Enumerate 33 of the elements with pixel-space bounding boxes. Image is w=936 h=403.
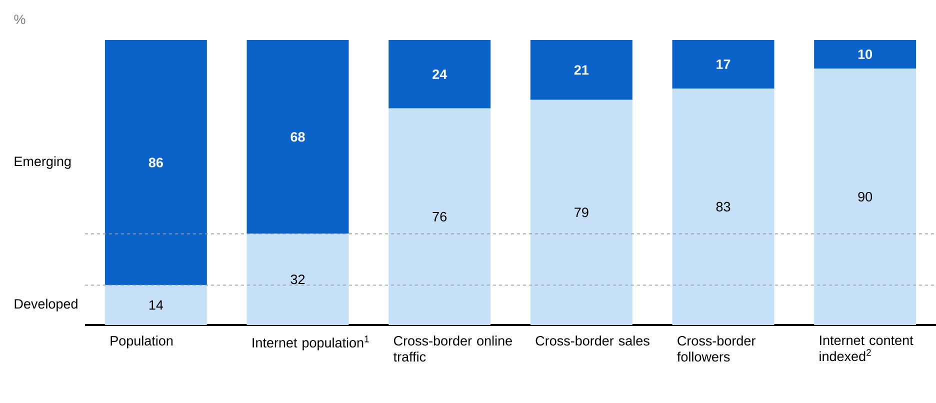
x-tick-label: Cross-border followers	[677, 336, 756, 362]
data-label: 86	[148, 158, 163, 168]
bar	[672, 40, 774, 88]
text: Developed	[14, 298, 78, 312]
data-label: 14	[149, 300, 164, 310]
x-tick-label: Cross-border online traffic	[393, 336, 512, 362]
bar	[104, 40, 207, 286]
bar	[104, 285, 207, 325]
x-tick-label: Internet content indexed$^{2}$	[820, 336, 914, 362]
data-label: 83	[716, 202, 730, 212]
x-tick-label: Population	[110, 336, 173, 348]
data-label: 21	[574, 65, 589, 75]
data-label: 32	[290, 274, 305, 284]
bar	[388, 108, 491, 325]
bar	[388, 40, 491, 108]
data-label: 24	[432, 69, 448, 79]
data-label: 76	[432, 212, 446, 222]
bar	[814, 68, 916, 325]
bar	[530, 40, 632, 100]
bar	[672, 88, 774, 325]
data-label: 10	[858, 49, 872, 60]
data-label: 79	[574, 208, 588, 218]
bar	[814, 40, 916, 68]
bar	[246, 234, 349, 325]
y-axis-title: %	[14, 14, 26, 24]
data-label: 68	[290, 132, 305, 142]
bar	[246, 40, 349, 234]
data-label: 90	[858, 192, 872, 202]
x-tick-label: Cross-border sales	[536, 336, 650, 346]
text: Emerging	[14, 156, 71, 169]
x-tick-label: Internet population$^{1}$	[252, 336, 369, 350]
bar	[530, 100, 632, 325]
data-label: 17	[716, 60, 730, 69]
